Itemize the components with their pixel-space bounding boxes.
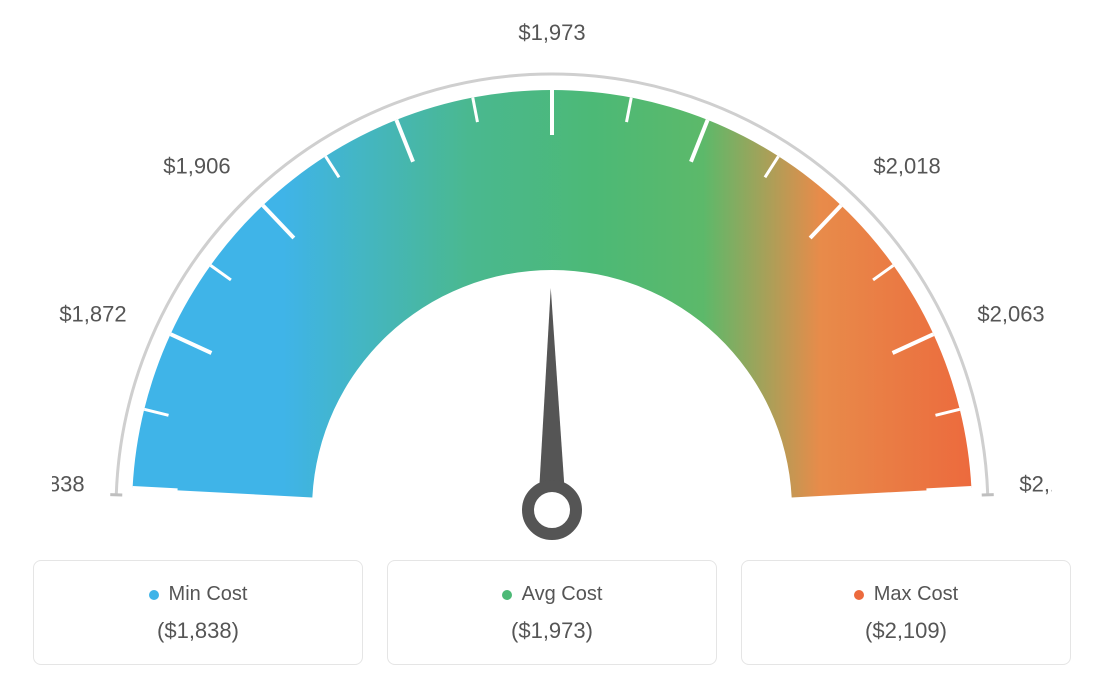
- gauge-chart-container: $1,838 $1,872 $1,906 $1,973 $2,018 $2,063 $2,1…: [0, 0, 1104, 690]
- avg-cost-card: Avg Cost ($1,973): [387, 560, 717, 665]
- gauge-tick-label: $2,063: [977, 302, 1044, 327]
- max-cost-card: Max Cost ($2,109): [741, 560, 1071, 665]
- avg-cost-title: Avg Cost: [522, 583, 603, 606]
- min-cost-title: Min Cost: [169, 583, 248, 606]
- gauge-area: $1,838 $1,872 $1,906 $1,973 $2,018 $2,063 $2,1…: [0, 0, 1104, 540]
- min-cost-title-row: Min Cost: [149, 583, 248, 606]
- max-dot-icon: [854, 590, 864, 600]
- min-dot-icon: [149, 590, 159, 600]
- gauge-tick-label: $2,018: [873, 153, 940, 178]
- gauge-tick-label: $1,973: [518, 20, 585, 45]
- cost-cards: Min Cost ($1,838) Avg Cost ($1,973) Max …: [0, 560, 1104, 665]
- avg-cost-title-row: Avg Cost: [502, 583, 603, 606]
- avg-cost-value: ($1,973): [400, 618, 704, 644]
- min-cost-card: Min Cost ($1,838): [33, 560, 363, 665]
- min-cost-value: ($1,838): [46, 618, 350, 644]
- gauge-tick-label: $1,838: [52, 472, 85, 497]
- gauge-hub: [528, 486, 576, 534]
- gauge-needle: [538, 288, 566, 510]
- gauge-tick-label: $2,109: [1019, 472, 1052, 497]
- max-cost-title: Max Cost: [874, 583, 958, 606]
- avg-dot-icon: [502, 590, 512, 600]
- max-cost-value: ($2,109): [754, 618, 1058, 644]
- gauge-svg: $1,838 $1,872 $1,906 $1,973 $2,018 $2,063 $2,1…: [52, 20, 1052, 560]
- gauge-tick-label: $1,906: [163, 153, 230, 178]
- max-cost-title-row: Max Cost: [854, 583, 958, 606]
- gauge-tick-major: [133, 488, 178, 490]
- gauge-tick-major: [926, 488, 971, 490]
- gauge-tick-label: $1,872: [59, 302, 126, 327]
